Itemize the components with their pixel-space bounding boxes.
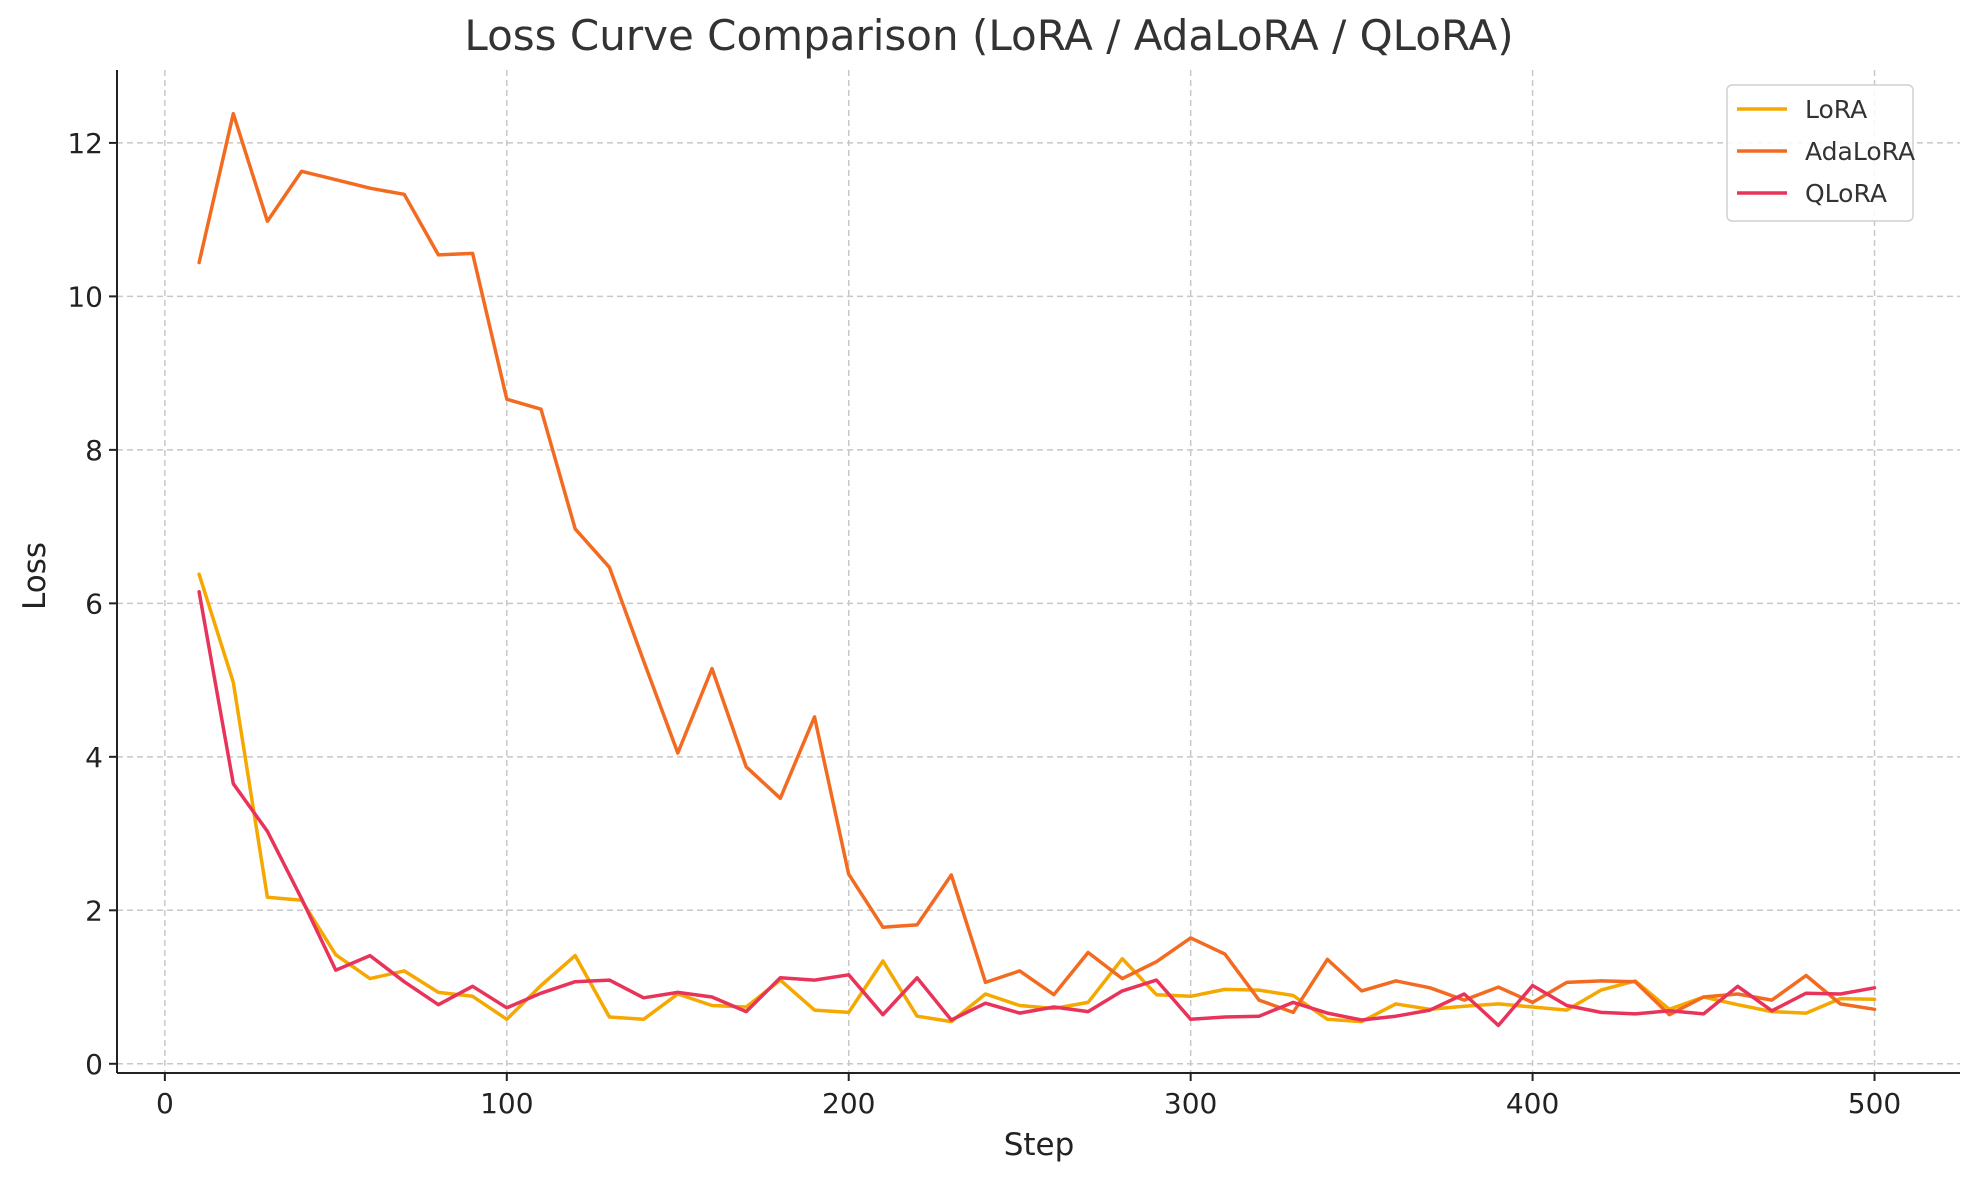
chart-title: Loss Curve Comparison (LoRA / AdaLoRA / … [464,11,1513,60]
y-tick-label: 6 [85,587,103,620]
x-tick-label: 400 [1506,1087,1559,1120]
x-tick-label: 500 [1848,1087,1901,1120]
legend-box [1726,84,1914,222]
axes [116,70,1960,1074]
legend-label-qlora: QLoRA [1805,179,1887,208]
y-tick-label: 10 [67,280,103,313]
y-tick-label: 2 [85,894,103,927]
series-line-lora [197,572,1877,1024]
x-tick-label: 200 [822,1087,875,1120]
y-tick-label: 4 [85,741,103,774]
legend-label-lora: LoRA [1805,95,1867,124]
x-axis-label: Step [1004,1127,1075,1163]
x-tick-label: 100 [480,1087,533,1120]
y-axis-label: Loss [17,542,53,610]
y-tick-label: 8 [85,434,103,467]
series-lines [197,111,1877,1028]
y-tick-label: 0 [85,1048,103,1081]
x-tick-label: 300 [1164,1087,1217,1120]
series-line-adalora [197,111,1877,1017]
grid-lines [117,70,1960,1073]
x-tick-label: 0 [156,1087,174,1120]
tick-labels: 0 100 200 300 400 500 0 2 4 6 8 10 12 [67,127,1901,1120]
legend: LoRA AdaLoRA QLoRA [1726,84,1915,222]
series-line-qlora [197,590,1877,1028]
y-tick-label: 12 [67,127,103,160]
legend-label-adalora: AdaLoRA [1805,137,1915,166]
